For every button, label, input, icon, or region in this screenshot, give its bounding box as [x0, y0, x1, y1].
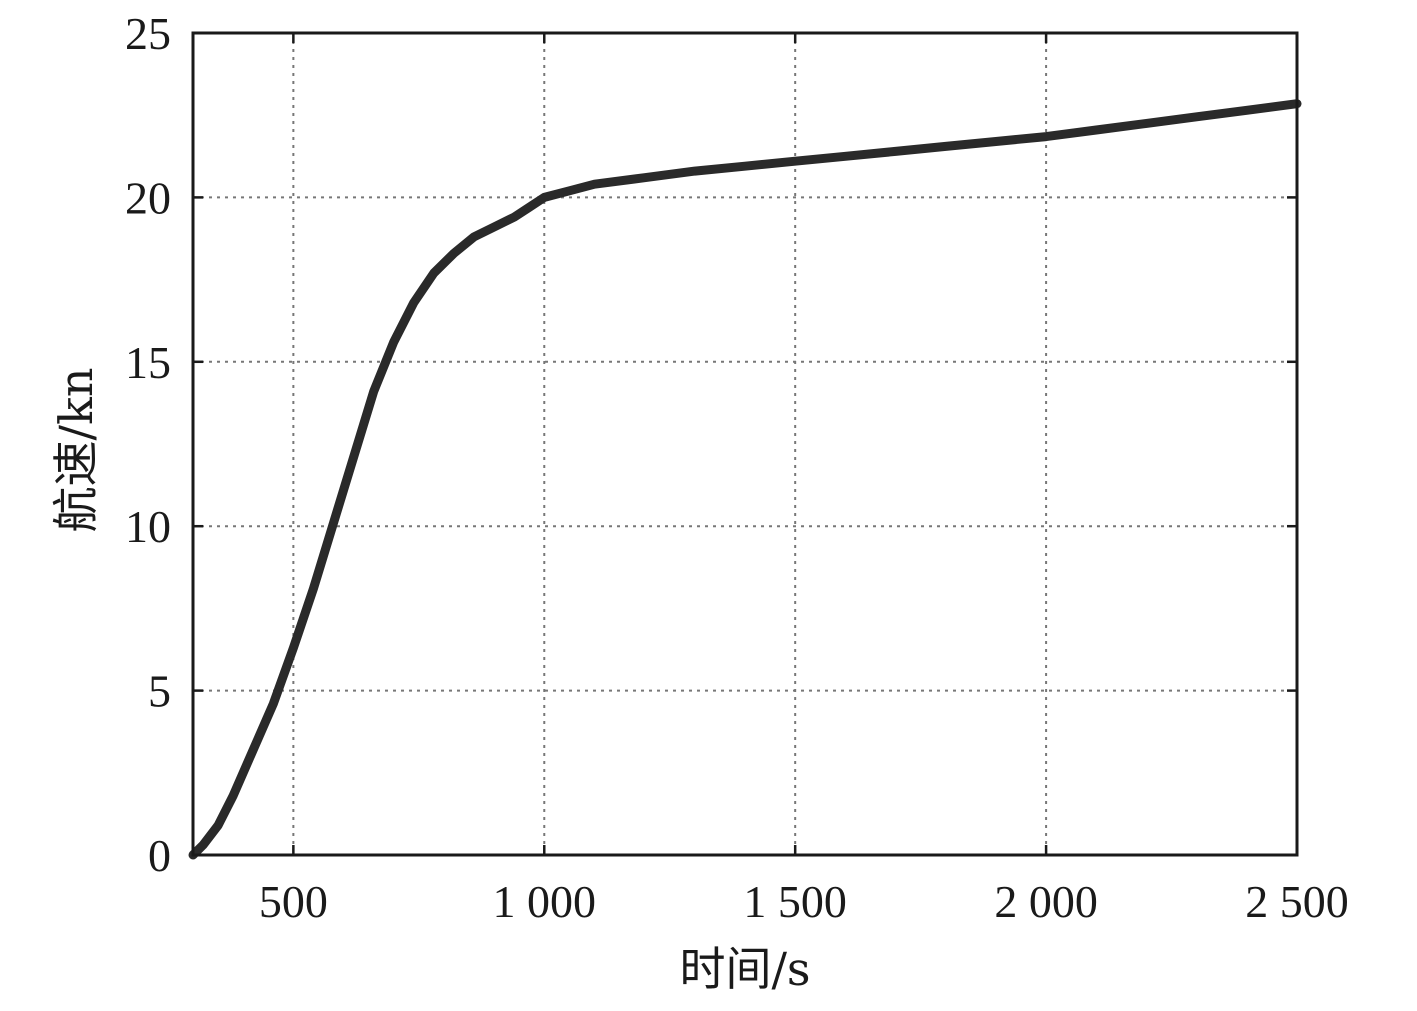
x-axis-title: 时间/s [679, 942, 810, 996]
x-tick-label: 2 500 [1245, 876, 1349, 927]
y-tick-label: 0 [148, 830, 171, 881]
x-tick-label: 2 000 [994, 876, 1098, 927]
series-line [188, 99, 1302, 860]
y-tick-label: 20 [125, 172, 171, 223]
x-tick-label: 1 000 [493, 876, 597, 927]
x-tick-label: 500 [259, 876, 328, 927]
plot-frame [191, 31, 1299, 857]
y-tick-label: 5 [148, 666, 171, 717]
ticks [193, 31, 1299, 857]
y-axis-title: 航速/kn [49, 368, 103, 533]
x-tick-label: 1 500 [743, 876, 847, 927]
y-tick-label: 15 [125, 337, 171, 388]
series-layer [188, 99, 1302, 860]
tick-labels: 500 1 000 1 500 2 000 2 500 0 5 10 15 20 25 [125, 8, 1349, 927]
y-tick-label: 25 [125, 8, 171, 59]
y-tick-label: 10 [125, 501, 171, 552]
